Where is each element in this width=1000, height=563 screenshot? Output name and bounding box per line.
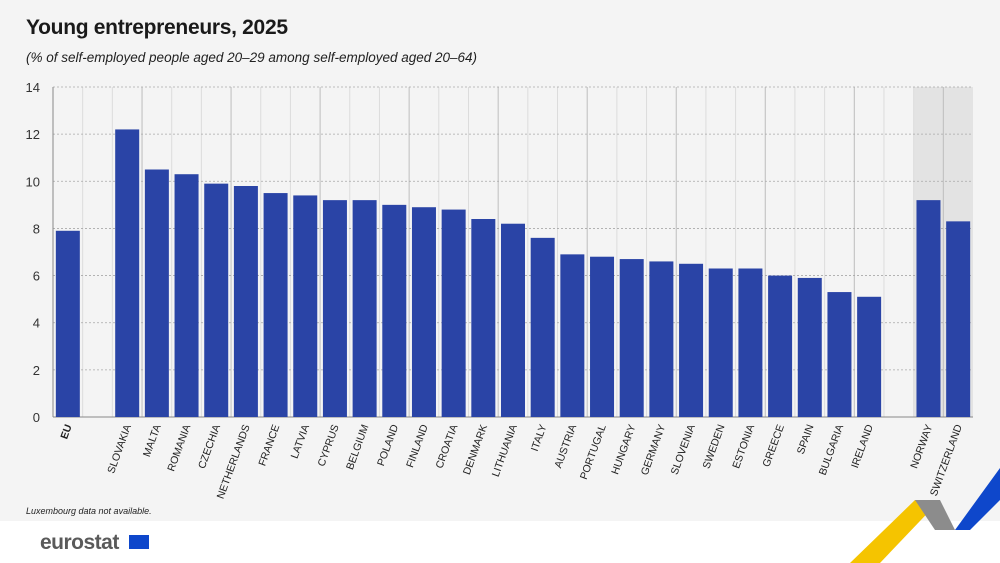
bar-hungary — [619, 259, 644, 417]
bar-germany — [649, 261, 674, 417]
x-tick-label: AUSTRIA — [552, 423, 579, 470]
x-tick-label: LATVIA — [289, 423, 312, 460]
x-tick-label: GERMANY — [639, 423, 668, 477]
y-tick-label: 8 — [33, 221, 40, 236]
x-tick-label: CYPRUS — [316, 423, 342, 468]
y-tick-label: 0 — [33, 410, 40, 425]
bar-ireland — [857, 296, 882, 417]
bar-italy — [530, 237, 555, 417]
bar-malta — [144, 169, 169, 417]
chart-title: Young entrepreneurs, 2025 — [26, 16, 288, 39]
bar-denmark — [471, 219, 496, 417]
bar-croatia — [441, 209, 466, 417]
bar-estonia — [738, 268, 763, 417]
x-tick-label: DENMARK — [461, 423, 490, 476]
bar-france — [263, 193, 288, 417]
bar-bulgaria — [827, 292, 852, 417]
x-tick-label: CROATIA — [433, 423, 460, 470]
x-tick-label: POLAND — [375, 423, 401, 468]
x-tick-label: EU — [58, 423, 74, 441]
bar-latvia — [293, 195, 318, 417]
x-tick-label: FRANCE — [256, 423, 282, 468]
chart-subtitle: (% of self-employed people aged 20–29 am… — [26, 50, 478, 65]
decorative-corner-icon — [850, 468, 1000, 563]
x-tick-label: PORTUGAL — [578, 423, 609, 481]
bar-chart: 0 2 4 6 8 10 12 14 EU SLOVAKIA MALTA ROMANIA CZECHIA… — [26, 80, 973, 501]
x-tick-label: CZECHIA — [196, 423, 223, 470]
x-tick-label: ITALY — [529, 423, 550, 453]
x-tick-label: NETHERLANDS — [215, 423, 253, 501]
bar-romania — [174, 174, 199, 417]
footer — [0, 521, 1000, 563]
bar-austria — [560, 254, 585, 417]
x-tick-label: LITHUANIA — [490, 423, 520, 479]
bar-netherlands — [233, 186, 258, 417]
bar-switzerland — [946, 221, 971, 417]
x-tick-label: MALTA — [141, 423, 164, 459]
y-tick-label: 2 — [33, 363, 40, 378]
bar-eu — [55, 230, 80, 417]
x-tick-label: ROMANIA — [165, 423, 193, 473]
bar-sweden — [708, 268, 733, 417]
x-tick-label: ESTONIA — [730, 423, 757, 470]
x-tick-label: SLOVAKIA — [105, 423, 134, 475]
y-tick-label: 12 — [26, 127, 40, 142]
bar-czechia — [204, 183, 229, 417]
y-tick-label: 4 — [33, 316, 40, 331]
y-tick-label: 10 — [26, 174, 40, 189]
bar-spain — [797, 277, 822, 417]
eu-flag-icon — [129, 535, 149, 549]
bar-slovenia — [679, 263, 704, 417]
x-tick-label: HUNGARY — [609, 423, 638, 476]
x-tick-label: SPAIN — [795, 423, 817, 456]
bar-lithuania — [501, 223, 525, 417]
x-tick-label: BELGIUM — [344, 423, 371, 472]
eurostat-logo: eurostat — [40, 531, 119, 554]
bar-finland — [411, 207, 436, 417]
y-tick-label: 14 — [26, 80, 40, 95]
bar-cyprus — [322, 200, 347, 417]
bar-belgium — [352, 200, 377, 417]
x-tick-label: SWEDEN — [701, 423, 728, 470]
bar-norway — [916, 200, 941, 417]
x-tick-label: FINLAND — [404, 423, 431, 470]
y-tick-label: 6 — [33, 269, 40, 284]
bar-portugal — [590, 256, 615, 417]
x-tick-label: GREECE — [760, 423, 786, 469]
bar-greece — [768, 275, 793, 417]
bar-slovakia — [115, 129, 140, 417]
footnote: Luxembourg data not available. — [26, 506, 152, 516]
bar-poland — [382, 204, 407, 417]
x-tick-label: SLOVENIA — [669, 423, 698, 476]
